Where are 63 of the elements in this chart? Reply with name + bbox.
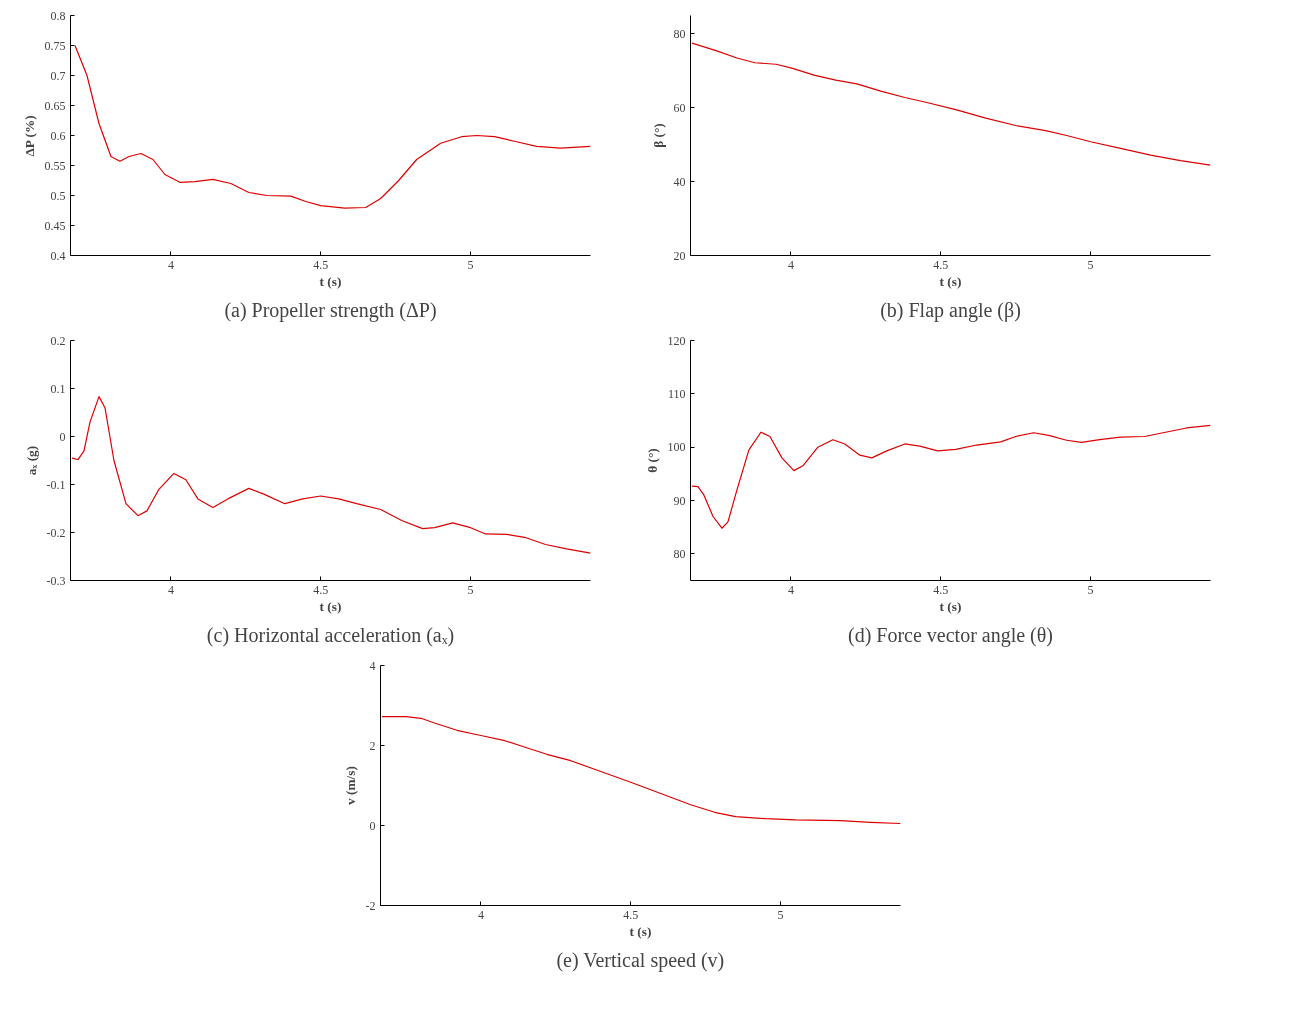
y-tick-label: 0.65 bbox=[44, 98, 66, 113]
y-tick-label: 0.8 bbox=[50, 8, 66, 23]
y-tick-label: -0.2 bbox=[46, 525, 66, 540]
x-tick-label: 5 bbox=[777, 907, 784, 922]
x-axis-title: t (s) bbox=[939, 598, 962, 614]
x-axis-title: t (s) bbox=[939, 273, 962, 289]
y-axis-title: aₓ (g) bbox=[23, 445, 39, 476]
y-tick-label: 0.75 bbox=[44, 38, 66, 53]
x-tick-label: 5 bbox=[467, 582, 474, 597]
line-series bbox=[691, 42, 1211, 166]
y-tick-label: 0.45 bbox=[44, 218, 66, 233]
x-axis-title: t (s) bbox=[629, 923, 652, 939]
x-tick-label: 4.5 bbox=[313, 582, 329, 597]
text: (b) Flap angle (β) bbox=[880, 298, 1021, 322]
line-series bbox=[381, 716, 901, 825]
y-axis-title: θ (°) bbox=[644, 448, 660, 473]
y-tick-label: 80 bbox=[673, 546, 686, 561]
text: (e) Vertical speed (v) bbox=[556, 948, 725, 972]
text: (c) Horizontal acceleration (aₓ) bbox=[206, 623, 455, 647]
y-tick-label: 20 bbox=[673, 248, 686, 263]
y-tick-label: 100 bbox=[667, 440, 686, 455]
x-axis-title: t (s) bbox=[319, 598, 342, 614]
y-tick-label: -0.1 bbox=[46, 477, 66, 492]
y-tick-label: 0.4 bbox=[50, 248, 66, 263]
x-tick-label: 5 bbox=[1087, 257, 1094, 272]
y-axis-title: v (m/s) bbox=[342, 766, 358, 805]
text: (d) Force vector angle (θ) bbox=[847, 623, 1054, 647]
text: (a) Propeller strength (ΔP) bbox=[224, 298, 437, 322]
line-series bbox=[691, 424, 1211, 529]
x-tick-label: 4 bbox=[477, 907, 484, 922]
y-tick-label: 0 bbox=[59, 429, 66, 444]
y-tick-label: 0.5 bbox=[50, 188, 66, 203]
x-tick-label: 4 bbox=[787, 257, 794, 272]
y-tick-label: 0.7 bbox=[50, 68, 66, 83]
y-tick-label: 2 bbox=[369, 738, 376, 753]
y-tick-label: 80 bbox=[673, 26, 686, 41]
x-tick-label: 4.5 bbox=[623, 907, 639, 922]
y-tick-label: 90 bbox=[673, 493, 686, 508]
y-tick-label: -0.3 bbox=[46, 573, 66, 588]
x-tick-label: 4.5 bbox=[313, 257, 329, 272]
y-tick-label: 60 bbox=[673, 100, 686, 115]
y-tick-label: 0.6 bbox=[50, 128, 66, 143]
x-tick-label: 5 bbox=[1087, 582, 1094, 597]
y-tick-label: 0 bbox=[369, 818, 376, 833]
x-tick-label: 4.5 bbox=[933, 257, 949, 272]
x-tick-label: 5 bbox=[467, 257, 474, 272]
y-tick-label: 4 bbox=[369, 658, 376, 673]
x-axis-title: t (s) bbox=[319, 273, 342, 289]
y-tick-label: 120 bbox=[667, 333, 686, 348]
y-axis-title: ΔP (%) bbox=[21, 115, 37, 157]
y-tick-label: 40 bbox=[673, 174, 686, 189]
y-tick-label: 0.1 bbox=[50, 381, 66, 396]
y-tick-label: -2 bbox=[365, 898, 376, 913]
y-tick-label: 110 bbox=[667, 386, 686, 401]
x-tick-label: 4 bbox=[167, 257, 174, 272]
x-tick-label: 4 bbox=[167, 582, 174, 597]
y-axis-title: β (°) bbox=[650, 123, 666, 148]
line-series bbox=[74, 44, 591, 209]
x-tick-label: 4 bbox=[787, 582, 794, 597]
x-tick-label: 4.5 bbox=[933, 582, 949, 597]
y-tick-label: 0.55 bbox=[44, 158, 66, 173]
line-series bbox=[71, 396, 591, 554]
y-tick-label: 0.2 bbox=[50, 333, 66, 348]
